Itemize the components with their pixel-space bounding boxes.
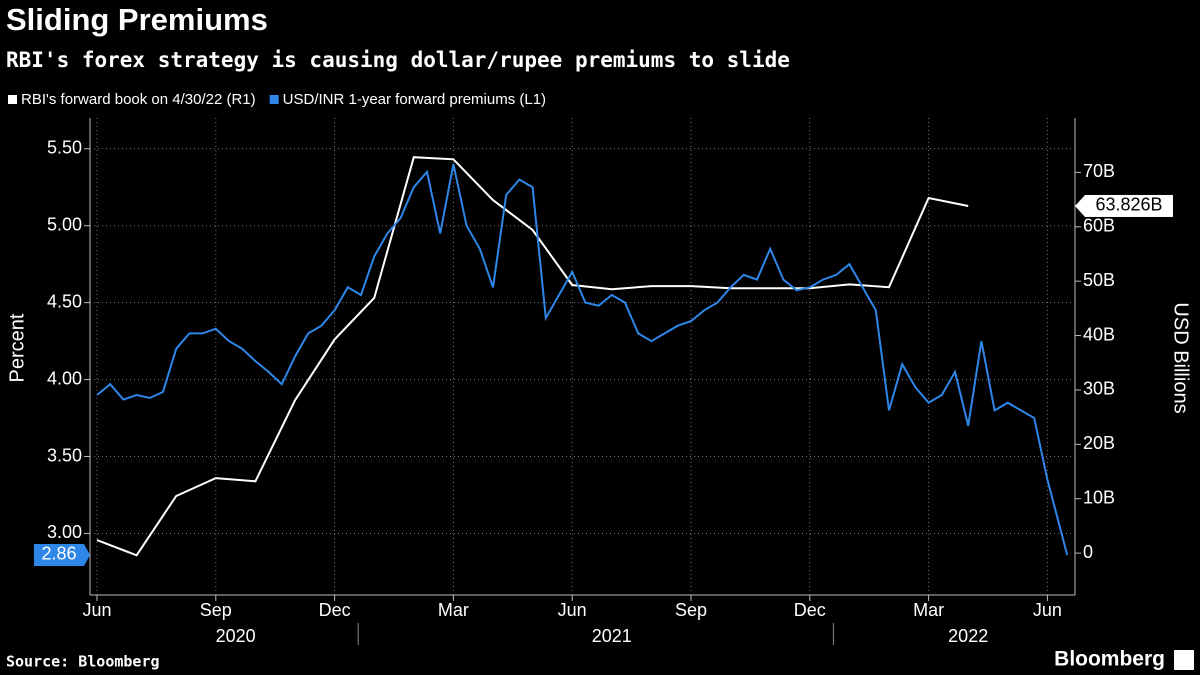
- data-line: [96, 156, 969, 557]
- value-label-box: [1085, 194, 1173, 217]
- x-group-label: 2020: [216, 626, 256, 646]
- legend-label: RBI's forward book on 4/30/22 (R1): [21, 91, 256, 108]
- chart-subtitle: RBI's forex strategy is causing dollar/r…: [6, 48, 790, 72]
- y-axis-label: Percent: [6, 313, 28, 382]
- y2-tick-label: 10B: [1083, 487, 1115, 507]
- y2-tick-label: 70B: [1083, 161, 1115, 181]
- y-tick-label: 4.00: [47, 368, 82, 388]
- value-label-pointer: [84, 543, 90, 566]
- y2-axis-label: USD Billions: [1170, 302, 1192, 413]
- data-line: [96, 163, 1069, 556]
- y2-tick-label: 60B: [1083, 216, 1115, 236]
- x-tick-label: Jun: [1033, 600, 1062, 620]
- value-label-pointer: [1075, 194, 1085, 217]
- y-tick-label: 4.50: [47, 291, 82, 311]
- y2-tick-label: 50B: [1083, 270, 1115, 290]
- brand: Bloomberg: [1054, 648, 1165, 671]
- brand-icon: [1174, 650, 1194, 670]
- legend-label: USD/INR 1-year forward premiums (L1): [283, 91, 546, 108]
- x-tick-label: Sep: [200, 600, 232, 620]
- y-tick-label: 3.50: [47, 445, 82, 465]
- y2-tick-label: 20B: [1083, 433, 1115, 453]
- value-label-box: [34, 543, 84, 566]
- y2-tick-label: 40B: [1083, 324, 1115, 344]
- x-tick-label: Dec: [794, 600, 826, 620]
- x-group-label: 2021: [592, 626, 632, 646]
- legend-swatch: [269, 95, 279, 104]
- x-tick-label: Jun: [82, 600, 111, 620]
- x-tick-label: Sep: [675, 600, 707, 620]
- value-label: 2.86: [41, 544, 76, 564]
- chart-title: Sliding Premiums: [6, 2, 268, 37]
- x-group-label: 2022: [948, 626, 988, 646]
- x-tick-label: Jun: [558, 600, 587, 620]
- y-tick-label: 3.00: [47, 522, 82, 542]
- value-label: 63.826B: [1095, 195, 1162, 215]
- y2-tick-label: 30B: [1083, 379, 1115, 399]
- source: Source: Bloomberg: [6, 653, 160, 671]
- y-tick-label: 5.00: [47, 214, 82, 234]
- x-tick-label: Mar: [438, 600, 469, 620]
- legend-swatch: [8, 95, 17, 104]
- x-tick-label: Mar: [913, 600, 944, 620]
- x-tick-label: Dec: [319, 600, 351, 620]
- y-tick-label: 5.50: [47, 138, 82, 158]
- y2-tick-label: 0: [1083, 542, 1093, 562]
